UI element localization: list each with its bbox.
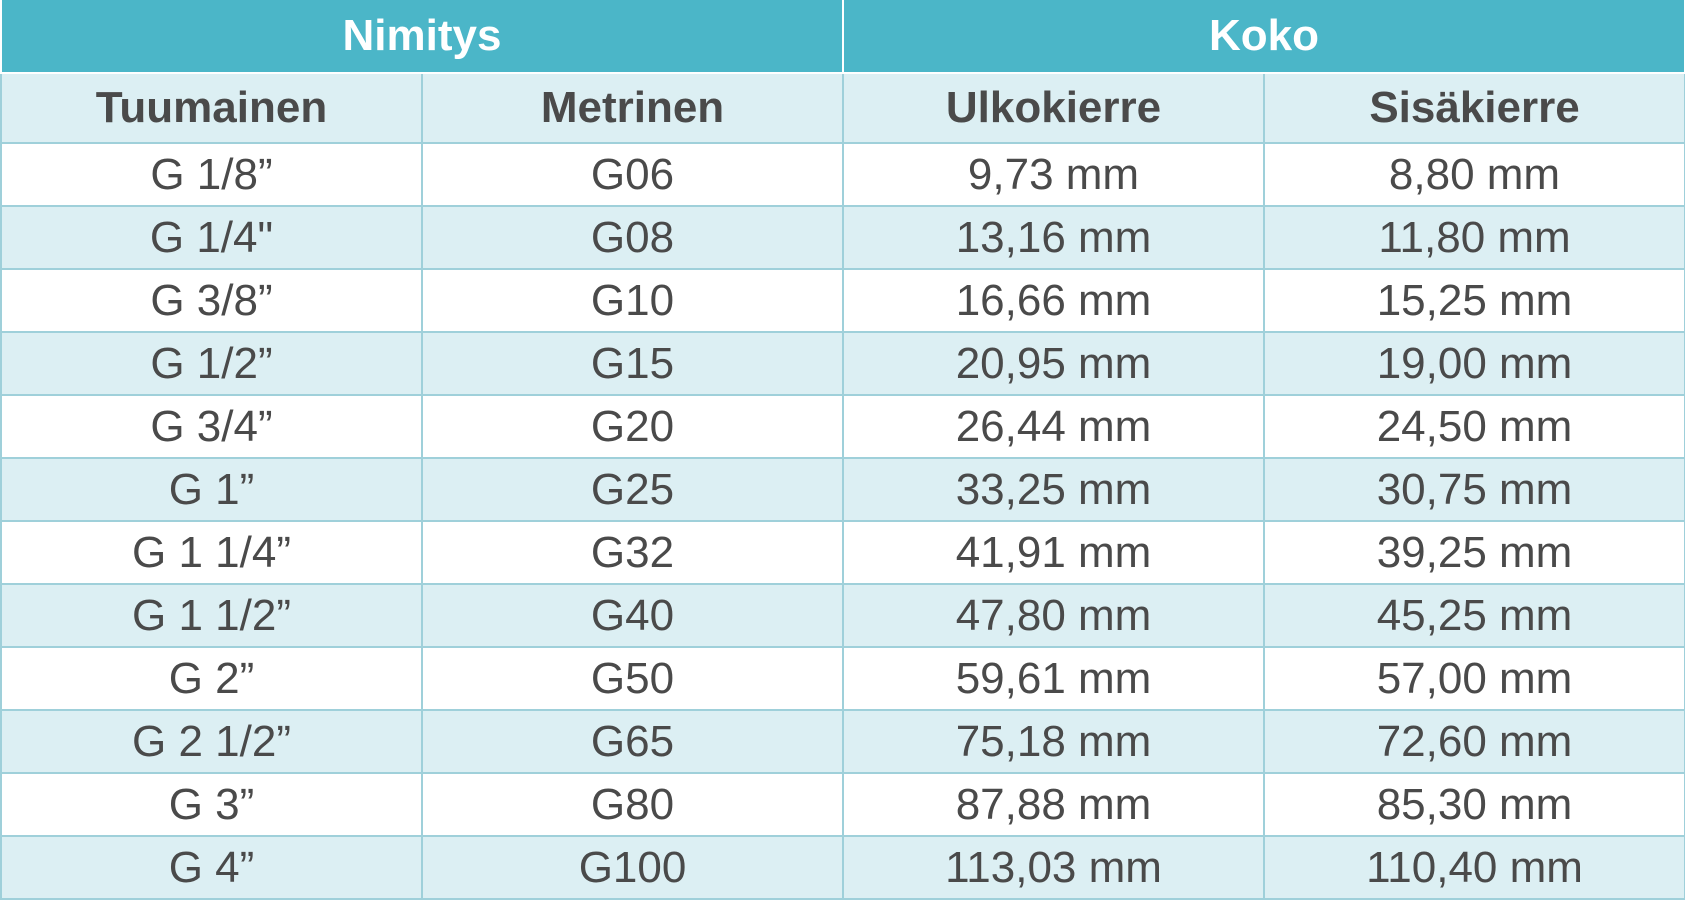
group-header-nimitys: Nimitys [0,0,845,74]
cell-sisakierre: 8,80 mm [1263,142,1685,207]
table-row: G 3/8” G10 16,66 mm 15,25 mm [0,268,1685,333]
cell-sisakierre: 57,00 mm [1263,646,1685,711]
cell-ulkokierre: 113,03 mm [842,835,1266,900]
cell-ulkokierre: 13,16 mm [842,205,1266,270]
cell-tuumainen: G 3/8” [0,268,423,333]
column-header-metrinen: Metrinen [420,72,845,144]
column-header-tuumainen: Tuumainen [0,72,423,144]
group-header-koko: Koko [842,0,1685,74]
table-row: G 2 1/2” G65 75,18 mm 72,60 mm [0,709,1685,774]
cell-ulkokierre: 33,25 mm [842,457,1266,522]
column-header-row: Tuumainen Metrinen Ulkokierre Sisäkierre [0,72,1685,144]
column-header-sisakierre: Sisäkierre [1263,72,1685,144]
table-row: G 3” G80 87,88 mm 85,30 mm [0,772,1685,837]
table-row: G 2” G50 59,61 mm 57,00 mm [0,646,1685,711]
cell-ulkokierre: 41,91 mm [842,520,1266,585]
cell-metrinen: G15 [420,331,845,396]
table-row: G 3/4” G20 26,44 mm 24,50 mm [0,394,1685,459]
cell-sisakierre: 45,25 mm [1263,583,1685,648]
table-row: G 1 1/2” G40 47,80 mm 45,25 mm [0,583,1685,648]
table-body: G 1/8” G06 9,73 mm 8,80 mm G 1/4" G08 13,16 mm… [0,142,1685,900]
cell-tuumainen: G 2 1/2” [0,709,423,774]
column-header-ulkokierre: Ulkokierre [842,72,1266,144]
cell-sisakierre: 24,50 mm [1263,394,1685,459]
cell-metrinen: G100 [420,835,845,900]
cell-metrinen: G80 [420,772,845,837]
cell-tuumainen: G 3/4” [0,394,423,459]
table-row: G 1/4" G08 13,16 mm 11,80 mm [0,205,1685,270]
cell-ulkokierre: 59,61 mm [842,646,1266,711]
cell-ulkokierre: 87,88 mm [842,772,1266,837]
cell-ulkokierre: 20,95 mm [842,331,1266,396]
cell-metrinen: G20 [420,394,845,459]
cell-sisakierre: 19,00 mm [1263,331,1685,396]
table-row: G 4” G100 113,03 mm 110,40 mm [0,835,1685,900]
cell-metrinen: G40 [420,583,845,648]
cell-sisakierre: 30,75 mm [1263,457,1685,522]
cell-tuumainen: G 3” [0,772,423,837]
group-header-row: Nimitys Koko [0,0,1685,74]
cell-metrinen: G08 [420,205,845,270]
cell-metrinen: G32 [420,520,845,585]
cell-sisakierre: 72,60 mm [1263,709,1685,774]
cell-sisakierre: 39,25 mm [1263,520,1685,585]
cell-tuumainen: G 1 1/4” [0,520,423,585]
cell-ulkokierre: 9,73 mm [842,142,1266,207]
cell-ulkokierre: 16,66 mm [842,268,1266,333]
table-row: G 1” G25 33,25 mm 30,75 mm [0,457,1685,522]
cell-metrinen: G25 [420,457,845,522]
cell-tuumainen: G 1 1/2” [0,583,423,648]
cell-metrinen: G50 [420,646,845,711]
cell-metrinen: G10 [420,268,845,333]
cell-tuumainen: G 2” [0,646,423,711]
cell-metrinen: G06 [420,142,845,207]
cell-tuumainen: G 4” [0,835,423,900]
cell-sisakierre: 11,80 mm [1263,205,1685,270]
cell-ulkokierre: 47,80 mm [842,583,1266,648]
cell-tuumainen: G 1/4" [0,205,423,270]
cell-tuumainen: G 1/8” [0,142,423,207]
cell-ulkokierre: 26,44 mm [842,394,1266,459]
cell-tuumainen: G 1” [0,457,423,522]
table-row: G 1 1/4” G32 41,91 mm 39,25 mm [0,520,1685,585]
table-row: G 1/2” G15 20,95 mm 19,00 mm [0,331,1685,396]
cell-sisakierre: 15,25 mm [1263,268,1685,333]
cell-sisakierre: 110,40 mm [1263,835,1685,900]
table-row: G 1/8” G06 9,73 mm 8,80 mm [0,142,1685,207]
cell-sisakierre: 85,30 mm [1263,772,1685,837]
cell-metrinen: G65 [420,709,845,774]
cell-tuumainen: G 1/2” [0,331,423,396]
cell-ulkokierre: 75,18 mm [842,709,1266,774]
